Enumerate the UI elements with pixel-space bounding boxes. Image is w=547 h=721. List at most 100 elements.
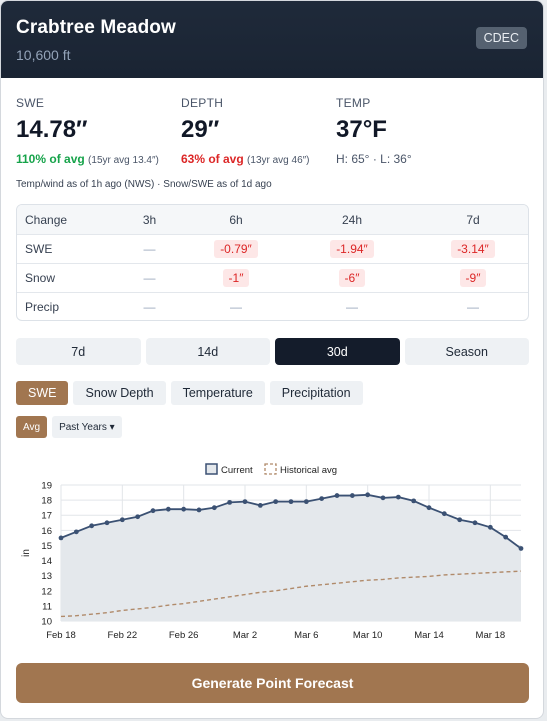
x-tick-label: Feb 18 [46,630,76,641]
current-point [150,508,156,514]
current-point [303,499,309,505]
temp-label: TEMP [336,96,371,110]
swe-percent-row: 110% of avg (15yr avg 13.4″) [16,152,159,166]
depth-value: 29″ [181,116,220,143]
tab-temperature[interactable]: Temperature [170,381,265,405]
station-title: Crabtree Meadow [16,17,176,38]
current-point [273,499,279,505]
current-point [288,499,294,505]
as-of-note: Temp/wind as of 1h ago (NWS) · Snow/SWE … [16,179,272,190]
tab-snow-depth[interactable]: Snow Depth [73,381,166,405]
range-selector: 7d 14d 30d Season [16,338,529,365]
current-point [119,517,125,523]
y-tick-label: 11 [42,601,52,612]
depth-label: DEPTH [181,96,224,110]
past-years-dropdown[interactable]: Past Years ▾ [52,416,122,438]
depth-percent-row: 63% of avg (13yr avg 46″) [181,152,310,166]
swe-stat: SWE 14.78″ 110% of avg (15yr avg 13.4″) [16,96,159,166]
current-point [165,506,171,512]
current-point [334,493,340,498]
current-point [426,505,432,511]
generate-forecast-button[interactable]: Generate Point Forecast [16,663,529,703]
range-7d-button[interactable]: 7d [16,338,141,365]
table-row: Snow — -1″ -6″ -9″ [17,263,528,292]
station-header: Crabtree Meadow 10,600 ft CDEC [1,1,543,78]
temp-stat: TEMP 37°F H: 65° · L: 36° [336,96,412,166]
swe-value: 14.78″ [16,116,88,143]
x-tick-label: Mar 10 [353,630,383,641]
swe-avg-note: (15yr avg 13.4″) [88,155,159,166]
x-tick-label: Mar 6 [294,630,318,641]
temp-hilo: H: 65° · L: 36° [336,152,412,166]
current-point [89,523,95,529]
range-season-button[interactable]: Season [404,338,529,365]
source-badge[interactable]: CDEC [475,27,527,49]
depth-stat: DEPTH 29″ 63% of avg (13yr avg 46″) [181,96,310,166]
current-point [457,517,463,523]
current-point [380,495,386,501]
metric-tabs: SWE Snow Depth Temperature Precipitation [16,381,363,405]
legend-historical-swatch [264,463,277,475]
current-point [227,499,233,505]
current-point [135,514,141,520]
current-point [242,499,248,505]
swe-chart: 10 11 12 13 14 15 16 17 18 19 Feb 18 Feb 22 Feb 26 Ma… [21,463,524,641]
range-14d-button[interactable]: 14d [145,338,270,365]
tab-precipitation[interactable]: Precipitation [269,381,363,405]
row-label-snow: Snow [25,271,56,285]
x-tick-label: Feb 22 [108,630,138,641]
table-cell: — [346,300,358,314]
current-point [73,529,79,535]
y-tick-label: 18 [41,496,52,507]
y-tick-label: 12 [41,586,52,597]
col-header-24h: 24h [341,212,363,227]
x-tick-label: Mar 2 [233,630,257,641]
x-tick-label: Mar 14 [414,630,444,641]
current-point [196,507,202,513]
y-tick-label: 13 [41,571,52,582]
current-point [441,511,447,517]
table-cell: -3.14″ [451,240,495,258]
change-table-header: Change 3h 6h 24h 7d [17,205,528,234]
current-point [503,534,509,540]
table-cell: -1″ [222,269,250,287]
table-cell: -9″ [459,269,487,287]
table-cell: — [467,300,479,314]
row-label-swe: SWE [25,242,53,256]
y-tick-label: 16 [41,526,52,537]
current-point [349,493,355,498]
row-label-precip: Precip [25,300,60,314]
y-tick-label: 14 [41,556,52,567]
y-axis-label: in [21,549,32,557]
station-elevation: 10,600 ft [16,47,71,63]
current-point [395,494,401,500]
temp-value: 37°F [336,116,387,143]
swe-label: SWE [16,96,45,110]
range-30d-button[interactable]: 30d [275,338,400,365]
current-point [319,496,325,501]
current-point [58,535,64,541]
table-cell: — [230,300,242,314]
change-table: Change 3h 6h 24h 7d SWE — -0.79″ -1.94″ … [16,204,529,321]
current-point [104,520,110,526]
col-header-change: Change [25,212,68,227]
table-cell: -6″ [338,269,366,287]
current-point [211,505,217,511]
col-header-6h: 6h [229,212,243,227]
current-point [257,503,263,508]
historical-avg-line [60,570,522,618]
stats-panel: SWE 14.78″ 110% of avg (15yr avg 13.4″) … [1,78,543,194]
current-point [411,498,417,504]
table-cell: — [143,300,156,314]
table-cell: -0.79″ [214,240,258,258]
depth-avg-note: (13yr avg 46″) [247,155,310,166]
y-tick-label: 19 [41,481,52,492]
col-header-3h: 3h [142,212,157,227]
current-point [472,520,478,526]
swe-percent: 110% of avg [16,152,85,166]
col-header-7d: 7d [466,212,480,227]
tab-swe[interactable]: SWE [16,381,69,405]
table-row: Precip — — — — [17,292,528,320]
avg-toggle-button[interactable]: Avg [16,416,48,438]
